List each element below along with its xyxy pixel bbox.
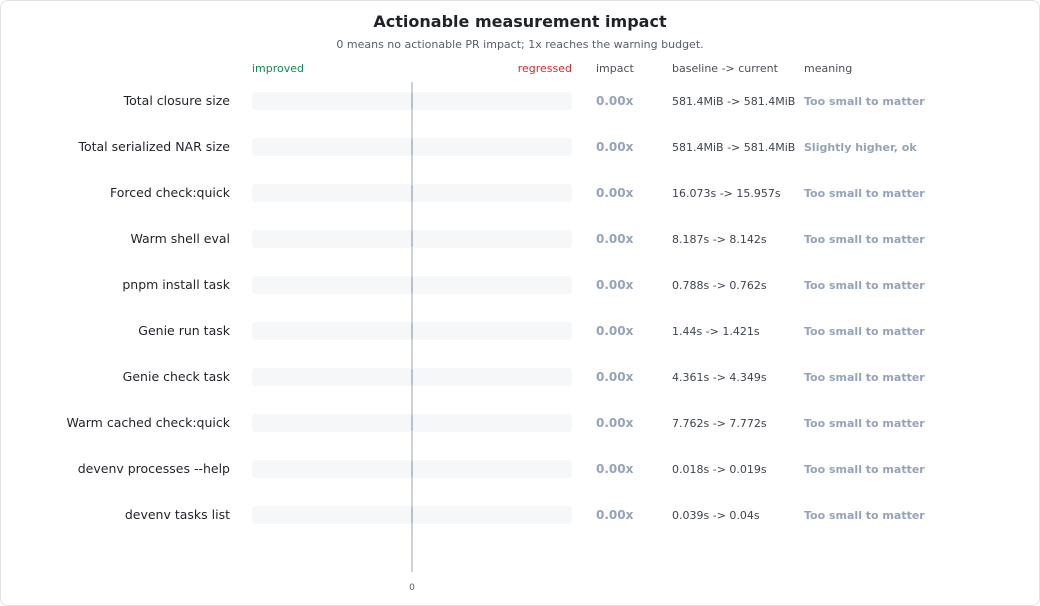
impact-value: 0.00x bbox=[596, 324, 634, 338]
meaning-value: Slightly higher, ok bbox=[804, 141, 917, 154]
impact-value: 0.00x bbox=[596, 140, 634, 154]
header-meaning: meaning bbox=[804, 62, 852, 75]
impact-value: 0.00x bbox=[596, 278, 634, 292]
baseline-current-value: 8.187s -> 8.142s bbox=[672, 233, 767, 246]
impact-value: 0.00x bbox=[596, 416, 634, 430]
baseline-current-value: 0.018s -> 0.019s bbox=[672, 463, 767, 476]
meaning-value: Too small to matter bbox=[804, 233, 925, 246]
row-label: pnpm install task bbox=[122, 277, 230, 292]
baseline-current-value: 16.073s -> 15.957s bbox=[672, 187, 781, 200]
meaning-value: Too small to matter bbox=[804, 417, 925, 430]
chart-title: Actionable measurement impact bbox=[373, 12, 667, 31]
baseline-current-value: 7.762s -> 7.772s bbox=[672, 417, 767, 430]
row-label: Warm shell eval bbox=[130, 231, 230, 246]
meaning-value: Too small to matter bbox=[804, 95, 925, 108]
impact-value: 0.00x bbox=[596, 508, 634, 522]
impact-value: 0.00x bbox=[596, 462, 634, 476]
row-label: devenv processes --help bbox=[78, 461, 230, 476]
header-improved: improved bbox=[252, 62, 304, 75]
meaning-value: Too small to matter bbox=[804, 325, 925, 338]
meaning-value: Too small to matter bbox=[804, 509, 925, 522]
header-impact: impact bbox=[596, 62, 635, 75]
impact-value: 0.00x bbox=[596, 94, 634, 108]
baseline-current-value: 0.039s -> 0.04s bbox=[672, 509, 760, 522]
meaning-value: Too small to matter bbox=[804, 371, 925, 384]
baseline-current-value: 581.4MiB -> 581.4MiB bbox=[672, 95, 795, 108]
impact-value: 0.00x bbox=[596, 186, 634, 200]
row-label: Warm cached check:quick bbox=[67, 415, 231, 430]
meaning-value: Too small to matter bbox=[804, 279, 925, 292]
impact-value: 0.00x bbox=[596, 370, 634, 384]
baseline-current-value: 581.4MiB -> 581.4MiB bbox=[672, 141, 795, 154]
zero-tick-label: 0 bbox=[409, 583, 415, 593]
meaning-value: Too small to matter bbox=[804, 463, 925, 476]
row-label: Total closure size bbox=[123, 93, 231, 108]
row-label: Total serialized NAR size bbox=[77, 139, 230, 154]
header-regressed: regressed bbox=[518, 62, 572, 75]
row-label: Genie check task bbox=[123, 369, 231, 384]
impact-value: 0.00x bbox=[596, 232, 634, 246]
meaning-value: Too small to matter bbox=[804, 187, 925, 200]
baseline-current-value: 4.361s -> 4.349s bbox=[672, 371, 767, 384]
baseline-current-value: 0.788s -> 0.762s bbox=[672, 279, 767, 292]
chart-rows: Total closure size 0.00x 581.4MiB -> 581.4… bbox=[67, 92, 925, 524]
row-label: Genie run task bbox=[138, 323, 230, 338]
row-label: devenv tasks list bbox=[125, 507, 230, 522]
chart-subtitle: 0 means no actionable PR impact; 1x reac… bbox=[336, 38, 704, 51]
row-label: Forced check:quick bbox=[110, 185, 231, 200]
baseline-current-value: 1.44s -> 1.421s bbox=[672, 325, 760, 338]
header-baseline-current: baseline -> current bbox=[672, 62, 779, 75]
